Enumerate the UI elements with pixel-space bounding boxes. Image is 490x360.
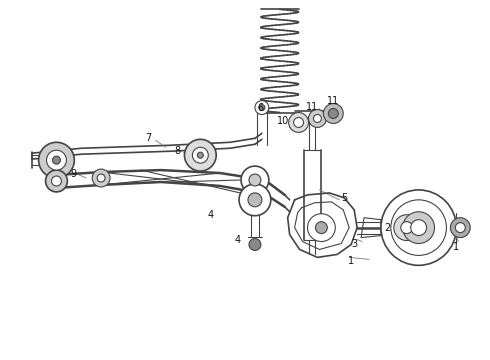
Circle shape [249, 239, 261, 251]
Circle shape [259, 105, 265, 111]
Circle shape [92, 169, 110, 187]
Circle shape [391, 200, 446, 255]
Text: 5: 5 [341, 193, 347, 203]
Circle shape [394, 215, 419, 240]
Text: 10: 10 [276, 116, 289, 126]
Circle shape [46, 170, 68, 192]
Text: 2: 2 [384, 222, 390, 233]
Circle shape [328, 109, 338, 118]
Text: 11: 11 [327, 96, 340, 105]
Circle shape [39, 142, 74, 178]
Circle shape [294, 117, 303, 127]
Circle shape [316, 222, 327, 234]
Circle shape [197, 152, 203, 158]
Text: 8: 8 [174, 146, 181, 156]
Circle shape [51, 176, 61, 186]
Text: 1: 1 [348, 256, 354, 266]
Circle shape [455, 223, 466, 233]
Circle shape [52, 156, 60, 164]
Circle shape [289, 113, 309, 132]
Circle shape [193, 147, 208, 163]
Circle shape [255, 100, 269, 114]
Text: 3: 3 [351, 239, 357, 248]
Circle shape [47, 150, 66, 170]
Circle shape [249, 174, 261, 186]
Circle shape [184, 139, 216, 171]
Circle shape [309, 109, 326, 127]
Text: 1: 1 [453, 243, 460, 252]
Text: 9: 9 [70, 169, 76, 179]
Text: 6: 6 [258, 103, 264, 113]
Circle shape [323, 104, 343, 123]
Circle shape [248, 193, 262, 207]
Text: 4: 4 [235, 234, 241, 244]
Circle shape [239, 184, 271, 216]
Circle shape [308, 214, 335, 242]
Circle shape [403, 212, 435, 243]
Circle shape [241, 166, 269, 194]
Circle shape [450, 218, 470, 238]
Text: 7: 7 [146, 133, 152, 143]
Circle shape [97, 174, 105, 182]
Circle shape [411, 220, 427, 235]
Circle shape [401, 222, 413, 234]
Circle shape [381, 190, 456, 265]
Text: 4: 4 [207, 210, 213, 220]
Circle shape [314, 114, 321, 122]
Text: 11: 11 [306, 102, 318, 112]
